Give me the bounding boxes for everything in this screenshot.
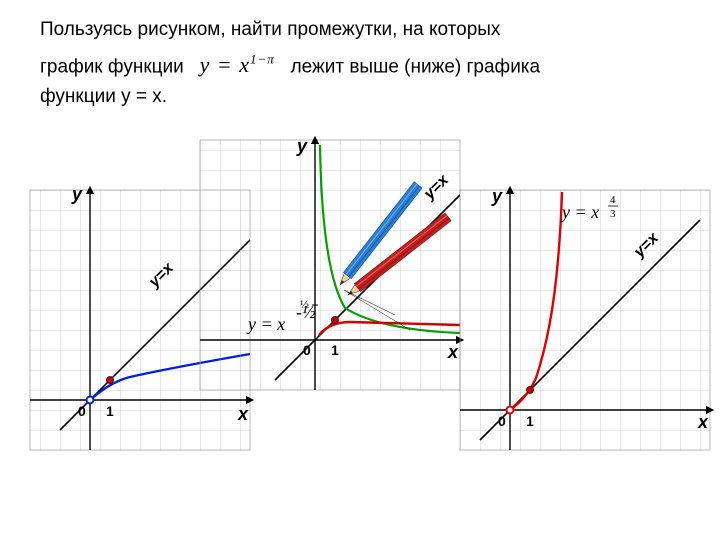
svg-text:y = x: y = x bbox=[560, 202, 599, 222]
line1: Пользуясь рисунком, найти промежутки, на… bbox=[40, 19, 500, 40]
left-one: 1 bbox=[106, 403, 114, 419]
line2a: график функции bbox=[40, 56, 184, 77]
right-panel: х у 0 1 у=х y = x 4 3 bbox=[460, 186, 710, 450]
right-y-label: у bbox=[491, 186, 503, 206]
mid-half-tick: ½ bbox=[300, 297, 309, 311]
left-origin-point bbox=[87, 397, 94, 404]
problem-text: Пользуясь рисунком, найти промежутки, на… bbox=[40, 15, 660, 112]
svg-text:4: 4 bbox=[610, 194, 616, 206]
mid-panel: х у 0 1 у=х y = x -½ ½ bbox=[200, 136, 460, 390]
mid-y-label: у bbox=[296, 136, 308, 156]
mid-one: 1 bbox=[331, 342, 339, 358]
mid-x-label: х bbox=[447, 342, 459, 362]
line2b: лежит выше (ниже) графика bbox=[291, 56, 541, 77]
mid-formula: y = x bbox=[246, 314, 285, 334]
main-formula: y = x1−π bbox=[200, 52, 275, 77]
left-point-11 bbox=[107, 377, 114, 384]
graphs-figure: х у 0 1 у=х х у 0 1 у=х y = x -½ ½ bbox=[0, 130, 720, 540]
left-x-label: х bbox=[237, 404, 249, 424]
mid-point-11 bbox=[332, 317, 339, 324]
left-y-label: у bbox=[71, 184, 83, 204]
right-one: 1 bbox=[526, 413, 534, 429]
right-x-label: х bbox=[697, 412, 709, 432]
right-point-11 bbox=[527, 387, 534, 394]
right-origin-point bbox=[507, 407, 514, 414]
line3: функции у = х. bbox=[40, 86, 167, 107]
svg-text:3: 3 bbox=[610, 208, 616, 220]
